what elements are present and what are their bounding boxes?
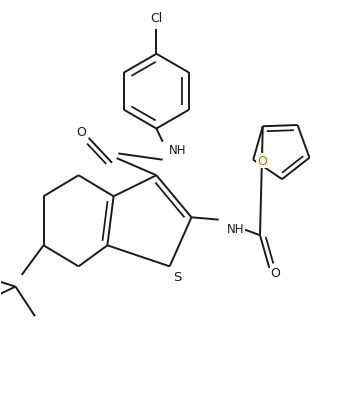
Text: O: O <box>257 154 267 168</box>
Text: Cl: Cl <box>150 12 163 25</box>
Text: S: S <box>173 271 182 283</box>
Text: NH: NH <box>226 223 244 236</box>
Text: NH: NH <box>169 144 186 157</box>
Text: O: O <box>76 126 86 139</box>
Text: O: O <box>271 266 280 280</box>
